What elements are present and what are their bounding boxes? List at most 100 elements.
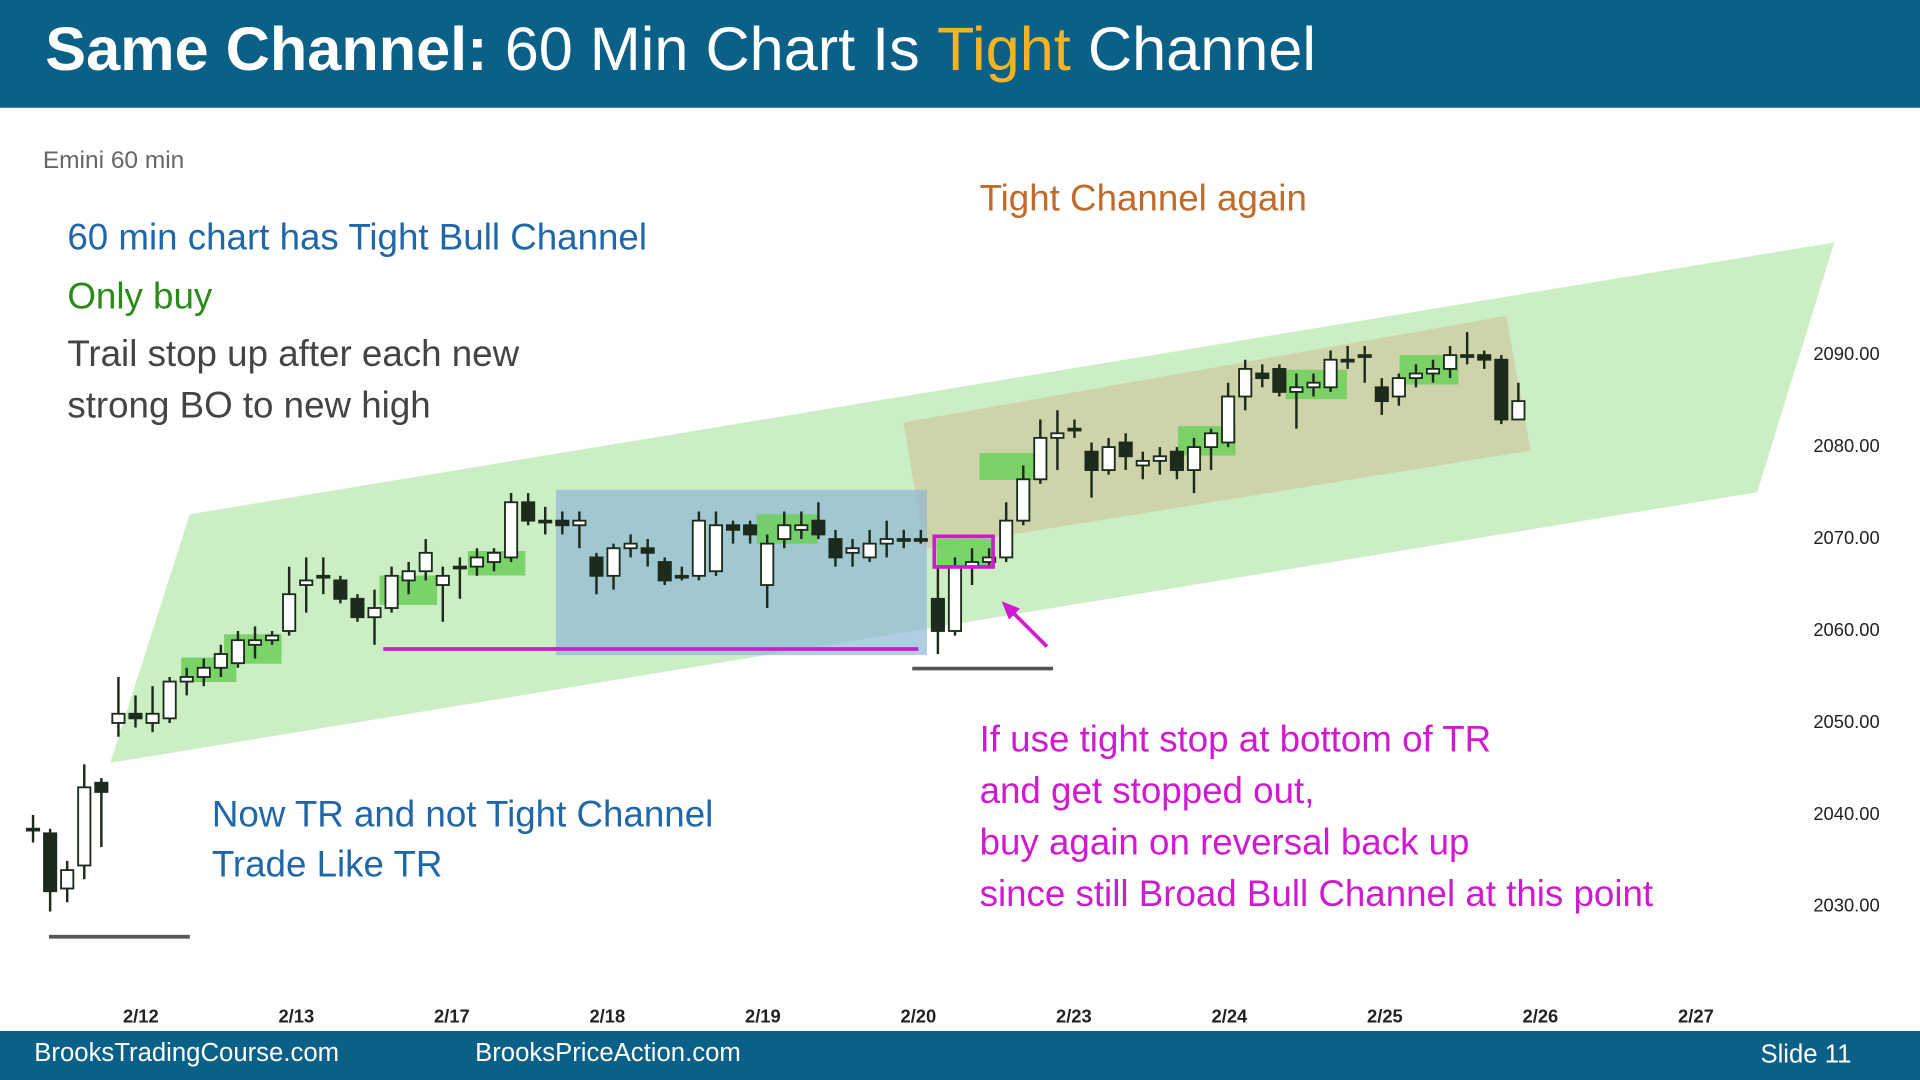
title-part: Channel xyxy=(1088,15,1316,83)
annotation: 60 min chart has Tight Bull Channel xyxy=(67,217,647,258)
x-tick-label: 2/17 xyxy=(434,1005,470,1026)
candle-body xyxy=(1408,372,1423,380)
candle-body xyxy=(930,597,945,632)
candle-body xyxy=(879,538,894,545)
candle-body xyxy=(1443,354,1458,370)
chart-subtitle: Emini 60 min xyxy=(43,147,184,174)
candle-body xyxy=(1460,354,1475,358)
axes: 2090.00 2080.00 2070.00 2060.00 2050.00 2040.… xyxy=(123,343,1880,1026)
candle-body xyxy=(384,574,399,609)
candle-body xyxy=(828,538,843,559)
candle-body xyxy=(1067,427,1082,432)
candle-body xyxy=(1118,441,1133,458)
candle-body xyxy=(1494,358,1509,421)
candle-body xyxy=(794,524,809,531)
candle-body xyxy=(452,565,467,570)
x-tick-label: 2/12 xyxy=(123,1005,159,1026)
candle-body xyxy=(401,570,416,582)
candle-body xyxy=(213,653,228,669)
candle-body xyxy=(913,538,928,542)
candle-body xyxy=(1272,367,1287,393)
candle-body xyxy=(1323,358,1338,389)
y-tick-label: 2080.00 xyxy=(1813,435,1879,456)
candle-body xyxy=(1357,354,1372,358)
slide-number: Slide 11 xyxy=(1760,1040,1851,1068)
candle-body xyxy=(1340,358,1355,363)
annotation: buy again on reversal back up xyxy=(980,822,1470,863)
y-tick-label: 2060.00 xyxy=(1813,619,1879,640)
candle-body xyxy=(606,547,621,577)
candle-body xyxy=(179,676,194,683)
candle-body xyxy=(674,574,689,579)
x-tick-label: 2/26 xyxy=(1523,1005,1559,1026)
candle-body xyxy=(1477,354,1492,361)
candle-body xyxy=(504,501,519,559)
candle-body xyxy=(1391,377,1406,398)
annotation: and get stopped out, xyxy=(980,770,1315,811)
annotation: Trade Like TR xyxy=(212,844,443,885)
y-tick-label: 2090.00 xyxy=(1813,343,1879,364)
title-bold: Same Channel: xyxy=(45,15,487,83)
candle-body xyxy=(1238,367,1253,398)
candle-body xyxy=(1033,436,1048,481)
candle-body xyxy=(350,597,365,619)
candle-body xyxy=(1255,372,1270,380)
candle-body xyxy=(94,781,109,793)
candle-body xyxy=(230,639,245,665)
candle-body xyxy=(1374,386,1389,403)
candle-body xyxy=(811,519,826,536)
annotation: Tight Channel again xyxy=(980,178,1307,219)
y-tick-label: 2030.00 xyxy=(1813,895,1879,916)
candle-body xyxy=(623,542,638,550)
candle-body xyxy=(162,680,177,720)
candle-body xyxy=(43,832,58,893)
candle-body xyxy=(1135,459,1150,467)
candle-body xyxy=(26,827,41,832)
title-highlight: Tight xyxy=(937,15,1071,83)
candle-body xyxy=(111,712,126,724)
candle-body xyxy=(1511,400,1526,421)
slide-title: Same Channel: 60 Min Chart Is Tight Channel xyxy=(45,15,1316,83)
candle-body xyxy=(572,519,587,527)
candle-body xyxy=(1425,367,1441,375)
candle-body xyxy=(1016,478,1031,522)
footer-text: BrooksPriceAction.com xyxy=(475,1039,741,1067)
candle-body xyxy=(145,712,160,724)
candle-body xyxy=(777,524,792,540)
footer-text: BrooksTradingCourse.com xyxy=(34,1039,339,1067)
x-tick-label: 2/13 xyxy=(278,1005,314,1026)
candle-body xyxy=(999,519,1014,559)
x-tick-label: 2/18 xyxy=(589,1005,625,1026)
candle-body xyxy=(1152,455,1167,462)
annotation: If use tight stop at bottom of TR xyxy=(980,719,1492,760)
title-part: 60 Min Chart Is xyxy=(505,15,920,83)
candle-body xyxy=(299,579,314,586)
reversal-box xyxy=(932,534,995,569)
candle-body xyxy=(1169,450,1184,471)
candle-body xyxy=(333,579,348,600)
candle-body xyxy=(486,551,502,563)
candle-body xyxy=(1101,446,1116,471)
candle-body xyxy=(60,869,75,890)
candle-body xyxy=(247,639,263,646)
y-tick-label: 2040.00 xyxy=(1813,803,1879,824)
candle-body xyxy=(1050,432,1065,439)
candle-body xyxy=(316,574,331,579)
candle-body xyxy=(657,561,672,582)
candle-body xyxy=(282,593,297,632)
candle-body xyxy=(367,607,382,619)
x-tick-label: 2/20 xyxy=(901,1005,937,1026)
header-band xyxy=(0,0,1920,108)
candle-body xyxy=(469,556,484,568)
candle-body xyxy=(743,524,758,536)
x-tick-label: 2/23 xyxy=(1056,1005,1092,1026)
candle-body xyxy=(196,666,211,678)
candle-body xyxy=(1306,381,1321,389)
candle-body xyxy=(1204,432,1219,449)
candle-body xyxy=(1084,450,1099,471)
annotation: Trail stop up after each new xyxy=(67,333,519,374)
candle-body xyxy=(982,556,997,563)
candle-body xyxy=(77,786,92,867)
candle-body xyxy=(589,556,604,577)
